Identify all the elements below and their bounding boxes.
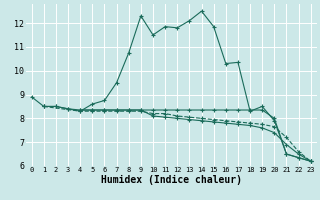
X-axis label: Humidex (Indice chaleur): Humidex (Indice chaleur) (101, 175, 242, 185)
